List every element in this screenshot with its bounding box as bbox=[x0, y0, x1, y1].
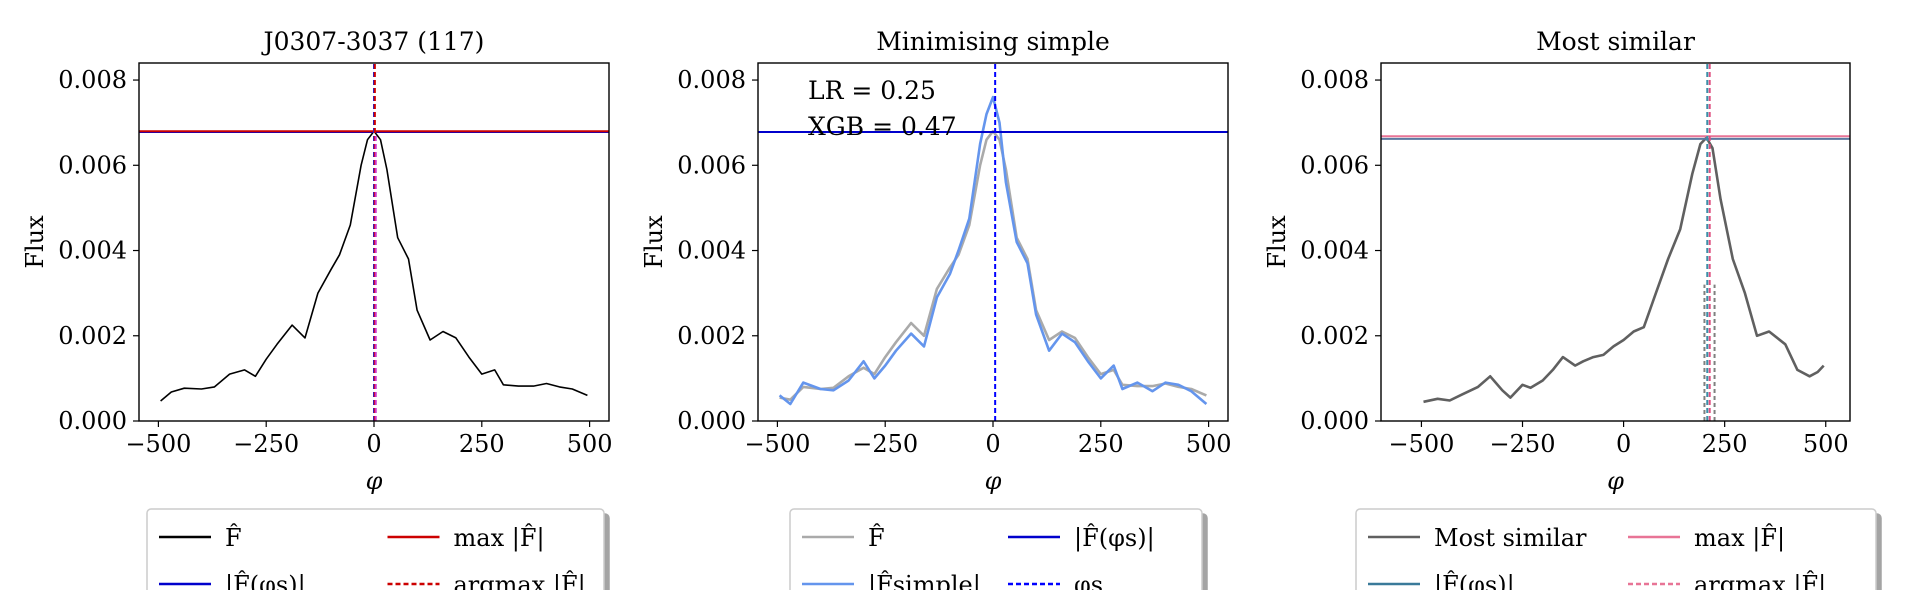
legend-box bbox=[1355, 508, 1877, 590]
y-tick-label: 0.000 bbox=[677, 407, 746, 435]
legend-label: |F̂(φs)| bbox=[1434, 571, 1515, 590]
y-tick-label: 0.004 bbox=[1300, 237, 1369, 265]
legend-label: max |F̂| bbox=[454, 524, 545, 553]
x-axis-label: φ bbox=[366, 467, 383, 495]
y-axis-label: Flux bbox=[1263, 215, 1291, 269]
x-tick-label: −250 bbox=[233, 430, 299, 458]
x-tick-label: 500 bbox=[567, 430, 613, 458]
y-tick-label: 0.008 bbox=[1300, 66, 1369, 94]
legend-label: argmax |F̂| bbox=[454, 571, 586, 590]
y-axis-label: Flux bbox=[640, 215, 668, 269]
y-tick-label: 0.006 bbox=[677, 151, 746, 179]
legend-label: |F̂simple| bbox=[868, 571, 981, 590]
y-tick-label: 0.002 bbox=[58, 322, 127, 350]
y-tick-label: 0.002 bbox=[1300, 322, 1369, 350]
legend-label: F̂ bbox=[225, 524, 242, 552]
chart-panel-2: Minimising simple −500 −250 0 250 500 0.000 0.0… bbox=[640, 27, 1232, 590]
legend-label: argmax |F̂| bbox=[1694, 571, 1826, 590]
y-axis-label: Flux bbox=[21, 215, 49, 269]
x-tick-label: −250 bbox=[852, 430, 918, 458]
x-tick-label: 0 bbox=[366, 430, 381, 458]
y-tick-label: 0.002 bbox=[677, 322, 746, 350]
y-tick-label: 0.006 bbox=[1300, 151, 1369, 179]
y-tick-label: 0.004 bbox=[677, 237, 746, 265]
x-tick-label: 0 bbox=[1616, 430, 1631, 458]
legend: Most similar max |F̂| |F̂(φs)| argmax |F̂| bbox=[1355, 508, 1877, 590]
y-tick-label: 0.008 bbox=[677, 66, 746, 94]
chart-title: J0307-3037 (117) bbox=[261, 27, 485, 56]
x-tick-label: −500 bbox=[1388, 430, 1454, 458]
legend-label: Most similar bbox=[1434, 524, 1587, 552]
x-tick-label: −250 bbox=[1490, 430, 1556, 458]
y-tick-label: 0.000 bbox=[1300, 407, 1369, 435]
legend-label: |F̂(φs)| bbox=[225, 571, 306, 590]
x-tick-label: −500 bbox=[125, 430, 191, 458]
chart-title: Minimising simple bbox=[876, 27, 1110, 56]
y-tick-label: 0.006 bbox=[58, 151, 127, 179]
x-axis-label: φ bbox=[985, 467, 1002, 495]
legend-box bbox=[789, 508, 1203, 590]
x-tick-label: 500 bbox=[1186, 430, 1232, 458]
y-tick-label: 0.008 bbox=[58, 66, 127, 94]
annotation-text: XGB = 0.47 bbox=[808, 112, 957, 141]
legend-label: F̂ bbox=[868, 524, 885, 552]
legend-label: φs bbox=[1074, 571, 1103, 590]
legend: F̂ max |F̂| |F̂(φs)| argmax |F̂| bbox=[146, 508, 605, 590]
chart-panel-1: J0307-3037 (117) −500 −250 0 250 500 0.000 0.00… bbox=[21, 27, 613, 590]
y-tick-label: 0.004 bbox=[58, 237, 127, 265]
series-line-1 bbox=[1423, 136, 1825, 404]
chart-title: Most similar bbox=[1536, 27, 1695, 56]
y-tick-label: 0.000 bbox=[58, 407, 127, 435]
x-tick-label: 250 bbox=[1702, 430, 1748, 458]
x-tick-label: 250 bbox=[1078, 430, 1124, 458]
x-tick-label: 250 bbox=[459, 430, 505, 458]
x-tick-label: −500 bbox=[744, 430, 810, 458]
x-axis-label: φ bbox=[1607, 467, 1624, 495]
chart-panel-3: Most similar −500 −250 0 250 500 0.000 0.002 0.0… bbox=[1263, 27, 1877, 590]
plot-frame bbox=[1380, 62, 1851, 422]
x-tick-label: 0 bbox=[985, 430, 1000, 458]
legend: F̂ |F̂(φs)| |F̂simple| φs bbox=[789, 508, 1203, 590]
series-line-2 bbox=[778, 95, 1208, 406]
x-tick-label: 500 bbox=[1803, 430, 1849, 458]
legend-label: |F̂(φs)| bbox=[1074, 524, 1155, 553]
series-line-1 bbox=[779, 129, 1207, 401]
legend-box bbox=[146, 508, 605, 590]
annotation-text: LR = 0.25 bbox=[808, 76, 936, 105]
legend-label: max |F̂| bbox=[1694, 524, 1785, 553]
